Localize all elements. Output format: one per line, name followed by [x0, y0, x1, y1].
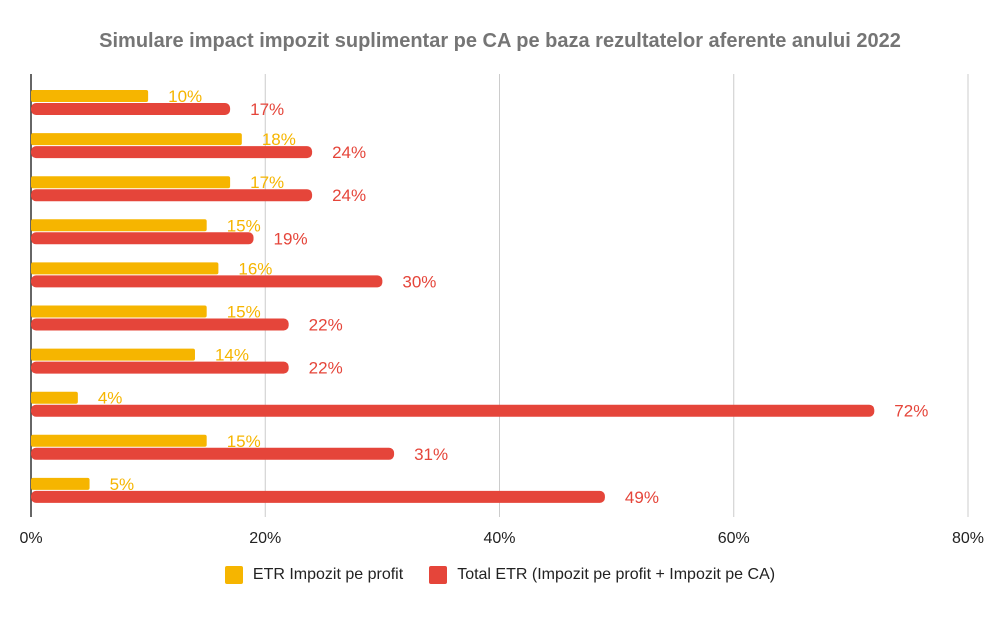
- bar-total-etr[interactable]: [31, 361, 289, 374]
- x-tick-label: 80%: [952, 530, 984, 547]
- legend: ETR Impozit pe profit Total ETR (Impozit…: [0, 566, 1000, 584]
- x-tick-label: 20%: [249, 530, 281, 547]
- legend-item-total-etr[interactable]: Total ETR (Impozit pe profit + Impozit p…: [429, 566, 775, 584]
- data-label-total-etr: 22%: [309, 316, 343, 335]
- x-tick-label: 0%: [19, 530, 42, 547]
- data-label-total-etr: 22%: [309, 359, 343, 378]
- bar-etr[interactable]: [31, 262, 219, 275]
- bar-etr[interactable]: [31, 90, 149, 102]
- legend-swatch-total-etr: [429, 566, 448, 584]
- data-label-etr: 15%: [227, 303, 261, 322]
- data-label-etr: 17%: [250, 173, 284, 192]
- x-axis-ticks: 0% 20% 40% 60% 80%: [19, 530, 984, 547]
- data-label-etr: 16%: [238, 259, 272, 278]
- bar-etr[interactable]: [31, 305, 207, 318]
- bar-etr[interactable]: [31, 219, 207, 232]
- x-tick-label: 40%: [483, 530, 515, 547]
- data-label-total-etr: 30%: [402, 272, 436, 291]
- data-label-total-etr: 19%: [274, 229, 308, 248]
- data-label-total-etr: 31%: [414, 445, 448, 464]
- chart-title: Simulare impact impozit suplimentar pe C…: [99, 30, 901, 52]
- legend-item-etr[interactable]: ETR Impozit pe profit: [224, 566, 404, 584]
- bar-total-etr[interactable]: [31, 189, 313, 202]
- bar-total-etr[interactable]: [31, 146, 313, 159]
- bar-total-etr[interactable]: [31, 318, 289, 331]
- legend-label-total-etr: Total ETR (Impozit pe profit + Impozit p…: [457, 566, 776, 583]
- data-label-etr: 18%: [262, 130, 296, 149]
- data-labels: 10% 17% 18% 24% 17% 24% 15% 19%16% 30% 15% 22% 14% 2…: [98, 87, 928, 507]
- data-label-total-etr: 49%: [625, 488, 659, 507]
- legend-swatch-etr: [224, 566, 243, 584]
- bars: [31, 90, 875, 503]
- data-label-total-etr: 24%: [332, 186, 366, 205]
- bar-total-etr[interactable]: [31, 103, 231, 115]
- x-tick-label: 60%: [718, 530, 750, 547]
- data-label-etr: 5%: [110, 475, 135, 494]
- data-label-etr: 15%: [227, 432, 261, 451]
- bar-total-etr[interactable]: [31, 447, 395, 460]
- data-label-etr: 14%: [215, 346, 249, 365]
- legend-label-etr: ETR Impozit pe profit: [252, 566, 404, 583]
- bar-total-etr[interactable]: [31, 275, 383, 288]
- data-label-total-etr: 17%: [250, 100, 284, 119]
- bar-etr[interactable]: [31, 477, 90, 490]
- bar-etr[interactable]: [31, 434, 207, 447]
- bar-etr[interactable]: [31, 176, 231, 189]
- data-label-total-etr: 72%: [894, 402, 928, 421]
- data-label-total-etr: 24%: [332, 143, 366, 162]
- bar-etr[interactable]: [31, 348, 195, 361]
- data-label-etr: 4%: [98, 389, 123, 408]
- bar-total-etr[interactable]: [31, 232, 254, 245]
- bar-etr[interactable]: [31, 391, 78, 404]
- bar-total-etr[interactable]: [31, 404, 875, 417]
- data-label-etr: 10%: [168, 87, 202, 106]
- bar-total-etr[interactable]: [31, 490, 605, 503]
- data-label-etr: 15%: [227, 216, 261, 235]
- bar-etr[interactable]: [31, 133, 242, 146]
